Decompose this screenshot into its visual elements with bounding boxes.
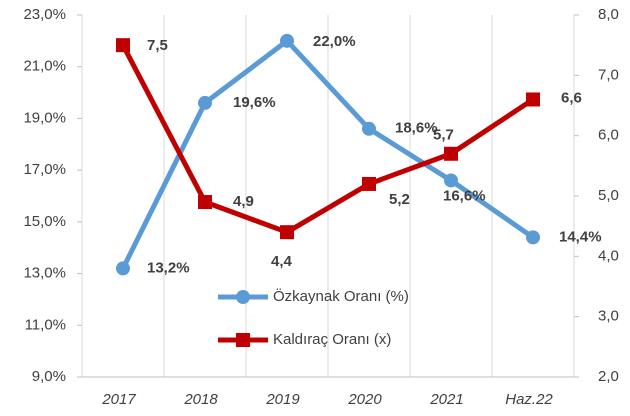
x-tick-label: 2020 [347,391,382,408]
y-tick-label: 13,0% [23,265,66,282]
legend-label: Kaldıraç Oranı (x) [273,331,391,348]
data-label: 6,6 [561,89,582,106]
y-tick-label: 23,0% [23,6,66,23]
point-marker [280,225,294,240]
point-marker [198,95,212,110]
data-label: 13,2% [147,259,190,276]
y2-tick-label: 6,0 [598,127,619,144]
y2-tick-label: 4,0 [598,247,619,264]
y2-tick-label: 7,0 [598,66,619,83]
legend-marker [236,333,250,347]
data-label: 19,6% [233,94,276,111]
y2-tick-label: 2,0 [598,368,619,385]
legend-label: Özkaynak Oranı (%) [273,287,409,305]
x-tick-label: 2021 [429,391,463,408]
x-tick-label: 2019 [265,391,300,408]
series-line [120,44,535,235]
y2-tick-label: 8,0 [598,6,619,23]
point-marker [116,261,130,276]
y-tick-label: 21,0% [23,58,66,75]
point-marker [198,195,212,210]
data-label: 5,2 [389,191,410,208]
data-label: 7,5 [147,37,168,54]
data-label: 14,4% [559,228,602,245]
x-tick-label: 2017 [101,391,136,408]
point-marker [526,230,540,245]
y-tick-label: 15,0% [23,213,66,230]
y-tick-label: 9,0% [32,368,66,385]
y-tick-label: 19,0% [23,109,66,126]
y-tick-label: 17,0% [23,161,66,178]
data-label: 16,6% [443,187,486,204]
y-tick-label: 11,0% [25,316,66,333]
point-marker [526,92,540,107]
data-label: 4,9 [233,193,254,210]
point-marker [362,176,376,191]
point-marker [444,173,458,188]
legend-marker [236,290,250,304]
x-tick-label: 2018 [183,391,218,408]
point-marker [280,33,294,48]
data-label: 4,4 [271,253,293,270]
point-marker [116,38,130,53]
y2-tick-label: 5,0 [598,187,619,204]
data-label: 18,6% [395,120,438,137]
series-line [120,38,535,270]
data-label: 5,7 [433,127,454,144]
point-marker [444,146,458,161]
x-tick-label: Haz.22 [505,391,553,408]
point-marker [362,121,376,136]
data-label: 22,0% [313,33,356,50]
y2-tick-label: 3,0 [598,308,619,325]
